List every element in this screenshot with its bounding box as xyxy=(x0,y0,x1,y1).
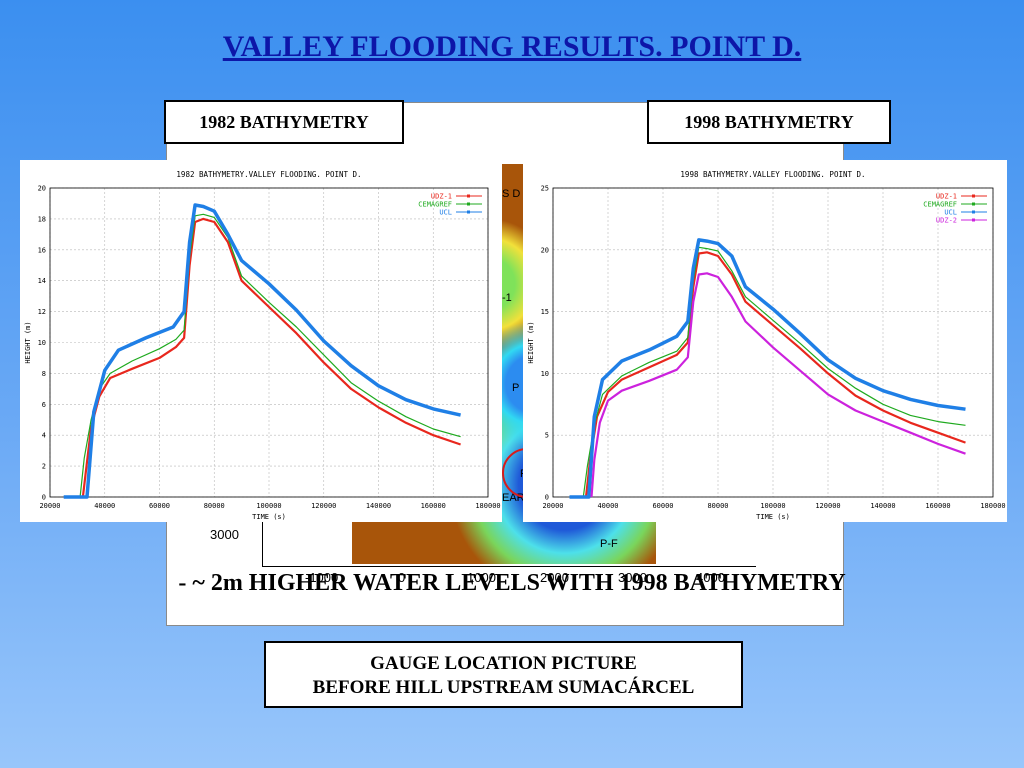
conclusion-text: - ~ 2m HIGHER WATER LEVELS WITH 1998 BAT… xyxy=(178,570,846,596)
series-line-ucl xyxy=(569,238,966,499)
map-x-tick: 3000 xyxy=(618,570,647,585)
series-line-udz-1 xyxy=(81,217,461,498)
y-tick-label: 4 xyxy=(42,432,46,440)
y-tick-label: 14 xyxy=(38,277,46,285)
chart-title: 1982 BATHYMETRY.VALLEY FLOODING. POINT D… xyxy=(176,170,361,179)
series-line-ucl xyxy=(63,203,461,499)
x-axis-label: TIME (s) xyxy=(252,513,286,521)
legend-marker xyxy=(972,194,975,198)
series-line-udz-2 xyxy=(590,272,966,498)
map-x-tick: 0 xyxy=(398,570,406,585)
x-tick-label: 120000 xyxy=(815,502,840,510)
legend-marker xyxy=(972,202,975,206)
y-tick-label: 10 xyxy=(38,339,46,347)
x-tick-label: 180000 xyxy=(475,502,500,510)
chart-title: 1998 BATHYMETRY.VALLEY FLOODING. POINT D… xyxy=(680,170,865,179)
y-tick-label: 8 xyxy=(42,370,46,378)
legend-marker xyxy=(467,210,470,214)
x-tick-label: 20000 xyxy=(39,502,60,510)
y-axis-label: HEIGHT (m) xyxy=(24,321,32,363)
x-tick-label: 60000 xyxy=(652,502,673,510)
y-tick-label: 12 xyxy=(38,308,46,316)
chart-1982-panel: 1982 BATHYMETRY.VALLEY FLOODING. POINT D… xyxy=(20,160,502,522)
x-tick-label: 180000 xyxy=(980,502,1005,510)
y-tick-label: 20 xyxy=(38,185,46,193)
legend-marker xyxy=(972,218,975,222)
series-line-cemagref xyxy=(79,213,461,498)
x-tick-label: 40000 xyxy=(597,502,618,510)
y-tick-label: 0 xyxy=(42,494,46,502)
x-tick-label: 40000 xyxy=(94,502,115,510)
bathymetry-1998-label: 1998 BATHYMETRY xyxy=(647,100,891,144)
x-tick-label: 60000 xyxy=(149,502,170,510)
x-tick-label: 80000 xyxy=(707,502,728,510)
x-tick-label: 100000 xyxy=(256,502,281,510)
legend-marker xyxy=(467,194,470,198)
plot-frame xyxy=(552,187,994,498)
legend-marker xyxy=(972,210,975,214)
legend-marker xyxy=(467,202,470,206)
map-x-tick: 2000 xyxy=(540,570,569,585)
map-label: S D xyxy=(502,188,521,200)
map-label: P-F xyxy=(600,538,618,550)
series-line-udz-1 xyxy=(584,251,966,498)
map-x-axis xyxy=(262,566,756,567)
legend-label: UDZ-1 xyxy=(936,193,957,201)
x-tick-label: 140000 xyxy=(366,502,391,510)
y-tick-label: 20 xyxy=(541,246,549,254)
map-label: P xyxy=(512,382,520,394)
legend-label: UCL xyxy=(944,209,957,217)
y-tick-label: 16 xyxy=(38,246,46,254)
x-tick-label: 140000 xyxy=(870,502,895,510)
legend-label: UCL xyxy=(439,209,452,217)
map-y-tick: 3000 xyxy=(210,527,239,542)
y-tick-label: 10 xyxy=(541,370,549,378)
x-tick-label: 80000 xyxy=(204,502,225,510)
y-tick-label: 0 xyxy=(545,494,549,502)
chart-1982: 1982 BATHYMETRY.VALLEY FLOODING. POINT D… xyxy=(24,170,501,521)
x-tick-label: 100000 xyxy=(760,502,785,510)
x-tick-label: 20000 xyxy=(542,502,563,510)
legend-label: UDZ-1 xyxy=(431,193,452,201)
legend-label: CEMAGREF xyxy=(418,201,452,209)
series-line-cemagref xyxy=(582,246,966,498)
legend-label: CEMAGREF xyxy=(923,201,957,209)
x-tick-label: 160000 xyxy=(925,502,950,510)
x-tick-label: 160000 xyxy=(421,502,446,510)
plot-frame xyxy=(49,187,489,498)
map-label: -1 xyxy=(502,292,512,304)
legend-label: UDZ-2 xyxy=(936,217,957,225)
y-tick-label: 25 xyxy=(541,185,549,193)
x-axis-label: TIME (s) xyxy=(756,513,790,521)
map-x-tick: -1000 xyxy=(305,570,339,585)
gauge-caption-line1: GAUGE LOCATION PICTURE xyxy=(370,653,637,674)
y-tick-label: 2 xyxy=(42,463,46,471)
x-tick-label: 120000 xyxy=(311,502,336,510)
bathymetry-1982-label: 1982 BATHYMETRY xyxy=(164,100,404,144)
y-tick-label: 5 xyxy=(545,432,549,440)
gauge-location-caption: GAUGE LOCATION PICTURE BEFORE HILL UPSTR… xyxy=(264,641,743,708)
y-tick-label: 15 xyxy=(541,308,549,316)
y-tick-label: 6 xyxy=(42,401,46,409)
map-x-tick: 1000 xyxy=(467,570,496,585)
y-axis-label: HEIGHT (m) xyxy=(527,321,535,363)
map-y-axis xyxy=(262,520,263,566)
map-x-tick: 4000 xyxy=(696,570,725,585)
y-tick-label: 18 xyxy=(38,215,46,223)
gauge-caption-line2: BEFORE HILL UPSTREAM SUMACÁRCEL xyxy=(312,677,695,698)
slide-title: VALLEY FLOODING RESULTS. POINT D. xyxy=(222,30,802,63)
chart-1998: 1998 BATHYMETRY.VALLEY FLOODING. POINT D… xyxy=(527,170,1006,521)
chart-1998-panel: 1998 BATHYMETRY.VALLEY FLOODING. POINT D… xyxy=(523,160,1007,522)
